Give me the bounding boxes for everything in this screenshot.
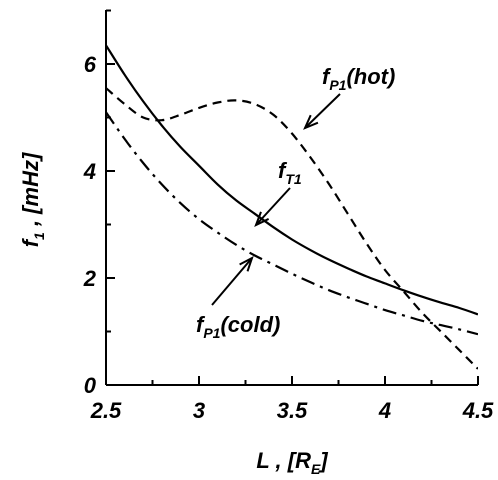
- annotations: fP1(hot) fT1 fP1(cold): [196, 64, 395, 341]
- series-line-fP1_hot: [106, 87, 478, 370]
- annotation-fP1_hot: fP1(hot): [322, 64, 395, 93]
- series-line-fP1_cold: [106, 111, 478, 336]
- x-axis-label: L , [RE]: [256, 448, 328, 477]
- x-tick-label: 2.5: [90, 398, 122, 423]
- annotation-arrowhead-fP1_cold: [239, 255, 254, 272]
- series-group: [106, 44, 478, 370]
- annotation-fT1: fT1: [278, 158, 302, 187]
- annotation-arrow-fP1_hot: [304, 93, 341, 129]
- annotation-arrow-fT1: [255, 187, 291, 226]
- annotation-arrowhead-fP1_hot: [303, 114, 319, 130]
- axes: 2.5 3 3.5 4 4.5 0 2 4 6: [83, 9, 494, 423]
- x-tick-label: 3: [193, 398, 205, 423]
- x-tick-label: 4.5: [462, 398, 494, 423]
- axis-labels: L , [RE] f1 , [mHz]: [18, 152, 328, 477]
- y-axis-label: f1 , [mHz]: [18, 152, 47, 247]
- x-tick-label: 4: [378, 398, 391, 423]
- y-tick-label: 6: [84, 52, 97, 77]
- series-line-fT1: [106, 44, 478, 316]
- y-tick-label: 0: [84, 373, 97, 398]
- x-tick-label: 3.5: [277, 398, 308, 423]
- annotation-arrowhead-fT1: [254, 211, 270, 227]
- annotation-arrow-fP1_cold: [211, 257, 253, 306]
- annotation-fP1_cold: fP1(cold): [196, 312, 280, 341]
- y-tick-label: 4: [83, 159, 96, 184]
- y-tick-label: 2: [83, 266, 97, 291]
